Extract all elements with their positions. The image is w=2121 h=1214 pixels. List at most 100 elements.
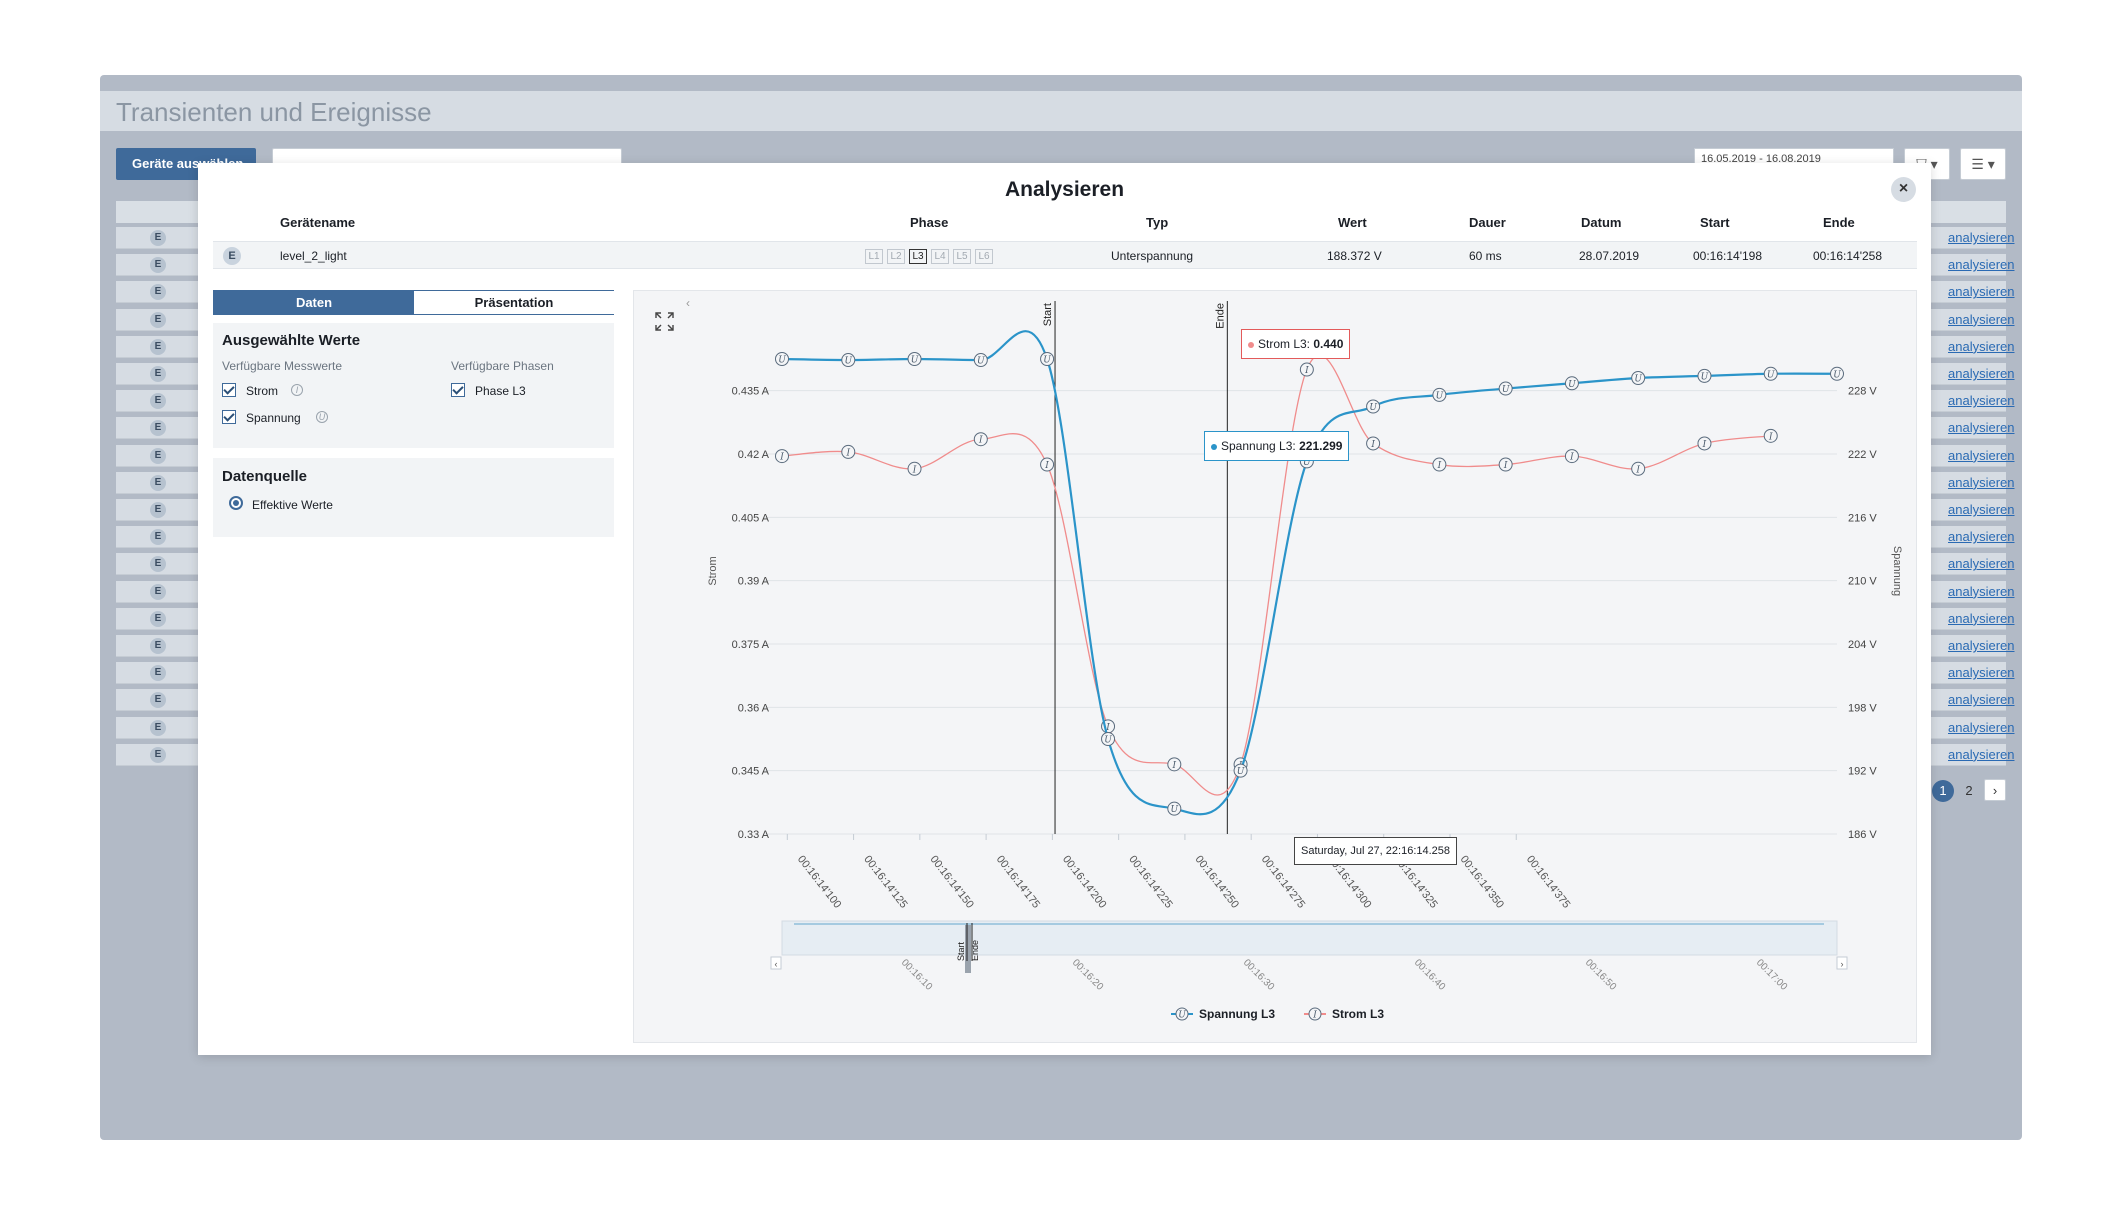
col-geraetename: Gerätename [280, 215, 356, 230]
event-type-badge: E [150, 474, 166, 491]
expand-icon-stroke [655, 312, 662, 319]
analyze-link[interactable]: analysieren [1948, 746, 2015, 762]
modal-title: Analysieren [1004, 178, 1125, 201]
data-point-marker: U [977, 357, 985, 367]
date-tooltip: Saturday, Jul 27, 22:16:14.258 [1294, 837, 1458, 865]
analyze-link[interactable]: analysieren [1948, 556, 2015, 572]
data-point [1564, 376, 1579, 391]
data-point [1432, 387, 1447, 402]
spannung-tooltip: Spannung L3: 221.299 [1204, 431, 1350, 461]
col-phase: Phase [910, 215, 949, 230]
tab-praesentation[interactable]: Präsentation [414, 291, 614, 314]
analyze-link[interactable]: analysieren [1948, 393, 2015, 409]
analyze-link[interactable]: analysieren [1948, 583, 2015, 599]
spannung-tooltip-value: 221.299 [1299, 439, 1343, 453]
list-icon: ☰ ▾ [1971, 156, 1995, 172]
y-left-tick: 0.405 A [732, 512, 770, 524]
app-title: Transienten und Ereignisse [116, 97, 432, 127]
analyze-link[interactable]: analysieren [1948, 692, 2015, 708]
list-view-button[interactable]: ☰ ▾ [1960, 148, 2006, 180]
legend-label: Spannung L3 [1199, 1007, 1275, 1021]
analyze-link[interactable]: analysieren [1948, 719, 2015, 735]
strom-tooltip-label: Strom L3: [1258, 337, 1311, 351]
analyze-link[interactable]: analysieren [1948, 665, 2015, 681]
event-type-badge: E [150, 638, 166, 654]
y-right-axis-title: Spannung [1891, 546, 1903, 596]
data-point [775, 352, 789, 366]
data-point-marker: U [1701, 372, 1709, 382]
expand-icon-stroke [667, 324, 674, 331]
navigator-tick-label: 00:17:00 [1754, 957, 1790, 993]
x-tick-label: 00:16:14'350 [1458, 853, 1506, 910]
event-type-badge: E [150, 610, 166, 627]
data-point-marker: U [1767, 370, 1775, 380]
event-device: level_2_light [280, 249, 347, 263]
tab-bar: Daten Präsentation [213, 290, 614, 315]
x-tick-label: 00:16:14'375 [1524, 853, 1572, 910]
strom-checkbox[interactable] [222, 383, 236, 397]
data-point-marker: U [1237, 767, 1245, 777]
col-datum: Datum [1581, 215, 1622, 230]
event-type-badge: E [150, 665, 166, 682]
expand-icon[interactable] [655, 312, 674, 331]
phase-l4: L4 [931, 249, 949, 264]
event-type-badge: E [150, 529, 166, 546]
x-tick-label: 00:16:14'175 [994, 853, 1042, 910]
navigator-right-arrow [1836, 956, 1848, 970]
page-2-button[interactable]: 2 [1965, 783, 1973, 798]
legend-marker [1175, 1007, 1189, 1021]
data-point-marker: U [1568, 380, 1576, 390]
data-point [973, 353, 988, 368]
data-point [841, 353, 856, 368]
analyze-link[interactable]: analysieren [1948, 447, 2015, 463]
next-page-button[interactable]: › [1984, 779, 2006, 801]
data-point [1040, 457, 1055, 472]
data-point [1498, 457, 1513, 472]
y-right-tick: 228 V [1848, 386, 1877, 398]
data-point-marker: I [1702, 440, 1707, 450]
data-point [1366, 399, 1381, 414]
analyze-link[interactable]: analysieren [1948, 257, 2015, 273]
event-type-badge: E [150, 284, 166, 301]
event-typ: Unterspannung [1111, 249, 1194, 263]
spannung-checkbox[interactable] [222, 410, 236, 424]
analyze-link[interactable]: analysieren [1948, 338, 2015, 354]
analyze-link[interactable]: analysieren [1948, 420, 2015, 436]
analyze-link[interactable]: analysieren [1948, 284, 2015, 300]
effective-values-radio[interactable] [229, 496, 243, 510]
analyze-link[interactable]: analysieren [1948, 529, 2015, 545]
phase-l3-checkbox[interactable] [451, 383, 465, 397]
event-ende: 00:16:14'258 [1813, 249, 1883, 263]
data-point [1101, 732, 1116, 746]
data-point-marker: I [779, 453, 784, 463]
analyze-link[interactable]: analysieren [1948, 502, 2015, 517]
data-point-marker: I [845, 448, 850, 458]
event-wert: 188.372 V [1327, 249, 1382, 263]
y-left-axis-title: Strom [707, 556, 719, 585]
spannung-tooltip-dot [1211, 443, 1217, 450]
analyze-link[interactable]: analysieren [1948, 311, 2015, 327]
analyze-link[interactable]: analysieren [1948, 366, 2015, 381]
page-1-button[interactable]: 1 [1932, 780, 1954, 802]
col-start: Start [1700, 215, 1730, 230]
data-point-marker: U [1104, 736, 1112, 746]
analyze-link[interactable]: analysieren [1948, 610, 2015, 626]
legend-label: Strom L3 [1332, 1007, 1384, 1021]
data-point [907, 352, 922, 366]
line-chart: 0.435 A 228 V 0.42 A 222 V 0.405 A 216 V 0.39 … [655, 296, 1903, 1021]
analyze-link[interactable]: analysieren [1948, 638, 2015, 653]
y-left-tick: 0.435 A [732, 386, 770, 398]
close-icon[interactable]: × [1891, 177, 1916, 202]
navigator-handle [965, 925, 971, 973]
data-point-marker: I [1172, 761, 1177, 771]
expand-icon-stroke [667, 312, 674, 319]
data-point [1167, 757, 1182, 772]
event-type-badge: E [150, 719, 166, 736]
tab-daten[interactable]: Daten [214, 291, 414, 314]
analyze-link[interactable]: analysieren [1948, 474, 2015, 490]
x-tick-label: 00:16:14'125 [861, 853, 909, 910]
analyze-link[interactable]: analysieren [1948, 230, 2015, 245]
event-type-badge: E [150, 447, 166, 464]
event-type-badge: E [150, 502, 166, 518]
event-type-badge: E [150, 393, 166, 410]
